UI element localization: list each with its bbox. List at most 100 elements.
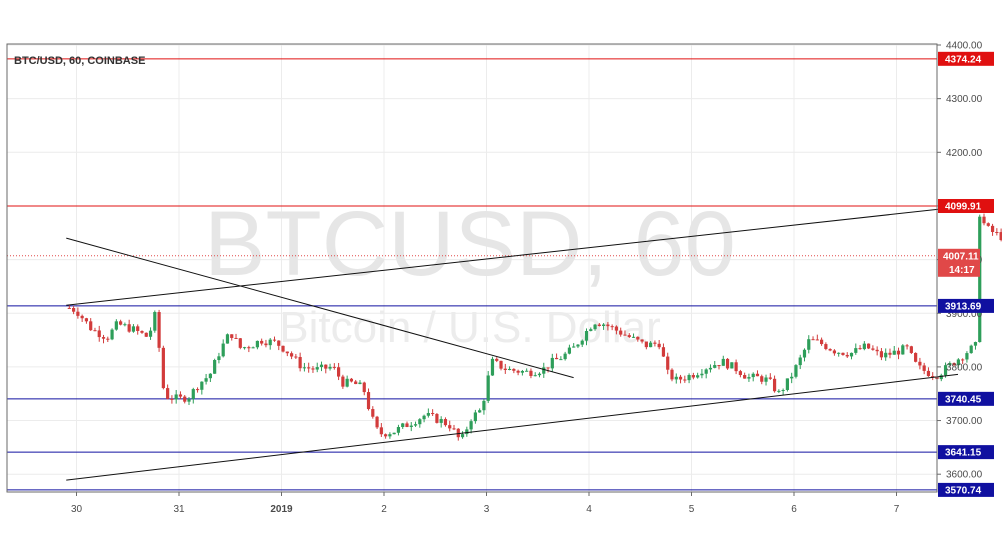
watermark-symbol: BTCUSD, 60	[204, 193, 736, 295]
candle-body	[563, 353, 567, 360]
candle-body	[614, 326, 619, 331]
level-tag	[938, 298, 994, 313]
candle-body	[828, 349, 832, 351]
y-tick-label: 3800.00	[946, 362, 983, 373]
candle-body	[84, 318, 89, 322]
candle-body	[101, 337, 106, 339]
candle-body	[148, 330, 153, 337]
candle-body	[623, 334, 627, 336]
candle-body	[777, 390, 781, 392]
candle-body	[837, 352, 841, 354]
candle-body	[520, 371, 524, 373]
candle-body	[187, 398, 191, 402]
candle-body	[401, 423, 405, 428]
candle-body	[80, 315, 84, 319]
candle-body	[362, 382, 366, 393]
candle-body	[678, 376, 683, 380]
candle-body	[324, 364, 328, 369]
candle-body	[208, 373, 212, 379]
y-tick-label: 3600.00	[946, 470, 983, 481]
candle-body	[144, 332, 148, 337]
candle-body	[106, 338, 110, 340]
candle-body	[559, 359, 563, 361]
candle-body	[285, 351, 289, 354]
candle-body	[644, 341, 648, 348]
level-tag-label: 3570.74	[945, 485, 982, 496]
candle-body	[67, 307, 71, 309]
candle-body	[200, 381, 204, 390]
candle-body	[166, 388, 170, 399]
x-tick-label: 2	[381, 504, 387, 515]
candle-body	[396, 427, 401, 433]
y-tick-label: 3700.00	[946, 416, 983, 427]
candle-body	[554, 357, 559, 360]
candle-body	[298, 356, 302, 369]
candle-body	[990, 225, 995, 233]
y-tick-label: 4400.00	[946, 41, 983, 52]
level-tag-label: 3641.15	[945, 448, 982, 459]
candle-body	[127, 324, 131, 332]
candle-body	[918, 361, 922, 366]
candle-body	[849, 352, 854, 357]
candle-body	[802, 349, 807, 358]
candle-body	[952, 363, 956, 366]
candle-body	[961, 359, 965, 361]
candle-body	[768, 377, 772, 379]
candle-body	[97, 330, 101, 338]
candle-body	[666, 356, 670, 370]
candle-body	[119, 321, 123, 325]
candle-body	[289, 353, 294, 357]
candle-body	[867, 343, 871, 349]
candle-body	[922, 365, 926, 371]
candle-body	[354, 381, 358, 385]
candle-body	[307, 367, 311, 369]
candle-body	[597, 324, 601, 326]
candle-body	[896, 350, 901, 355]
candle-body	[943, 365, 948, 376]
candle-body	[674, 376, 678, 380]
candle-body	[332, 366, 336, 368]
candle-body	[636, 336, 640, 340]
candle-body	[683, 379, 687, 381]
candle-body	[452, 428, 456, 430]
candle-body	[384, 434, 388, 437]
candle-body	[178, 394, 183, 397]
candle-body	[713, 365, 717, 368]
candle-body	[653, 342, 657, 344]
candle-body	[956, 359, 960, 366]
candle-body	[255, 340, 259, 348]
candle-body	[909, 346, 913, 353]
candle-body	[110, 329, 114, 340]
candle-body	[888, 352, 892, 355]
candle-body	[294, 356, 298, 358]
candle-body	[161, 347, 165, 389]
candle-body	[435, 414, 439, 423]
candle-body	[725, 358, 730, 369]
candle-body	[375, 416, 379, 428]
x-tick-label: 7	[894, 504, 900, 515]
candle-body	[811, 339, 815, 341]
candle-body	[931, 376, 935, 378]
candle-body	[460, 434, 465, 438]
candle-body	[819, 339, 824, 345]
candle-body	[242, 347, 247, 349]
candle-body	[717, 365, 721, 367]
candle-body	[507, 368, 512, 371]
candle-body	[204, 378, 208, 382]
price-tags: 4374.24 4099.91 3913.69 3740.45 3641.15 3570.…	[938, 51, 994, 497]
candle-body	[995, 232, 999, 234]
level-tag-label: 4099.91	[945, 201, 982, 212]
candle-body	[319, 364, 324, 368]
trendline	[66, 205, 969, 306]
candle-body	[696, 375, 700, 378]
candle-body	[700, 373, 704, 376]
candle-body	[721, 358, 725, 366]
candle-body	[512, 368, 516, 371]
candle-body	[610, 326, 614, 328]
candle-body	[751, 373, 755, 378]
candle-body	[807, 339, 811, 350]
candle-body	[443, 419, 448, 426]
candle-body	[422, 415, 426, 420]
candles	[67, 213, 1002, 441]
